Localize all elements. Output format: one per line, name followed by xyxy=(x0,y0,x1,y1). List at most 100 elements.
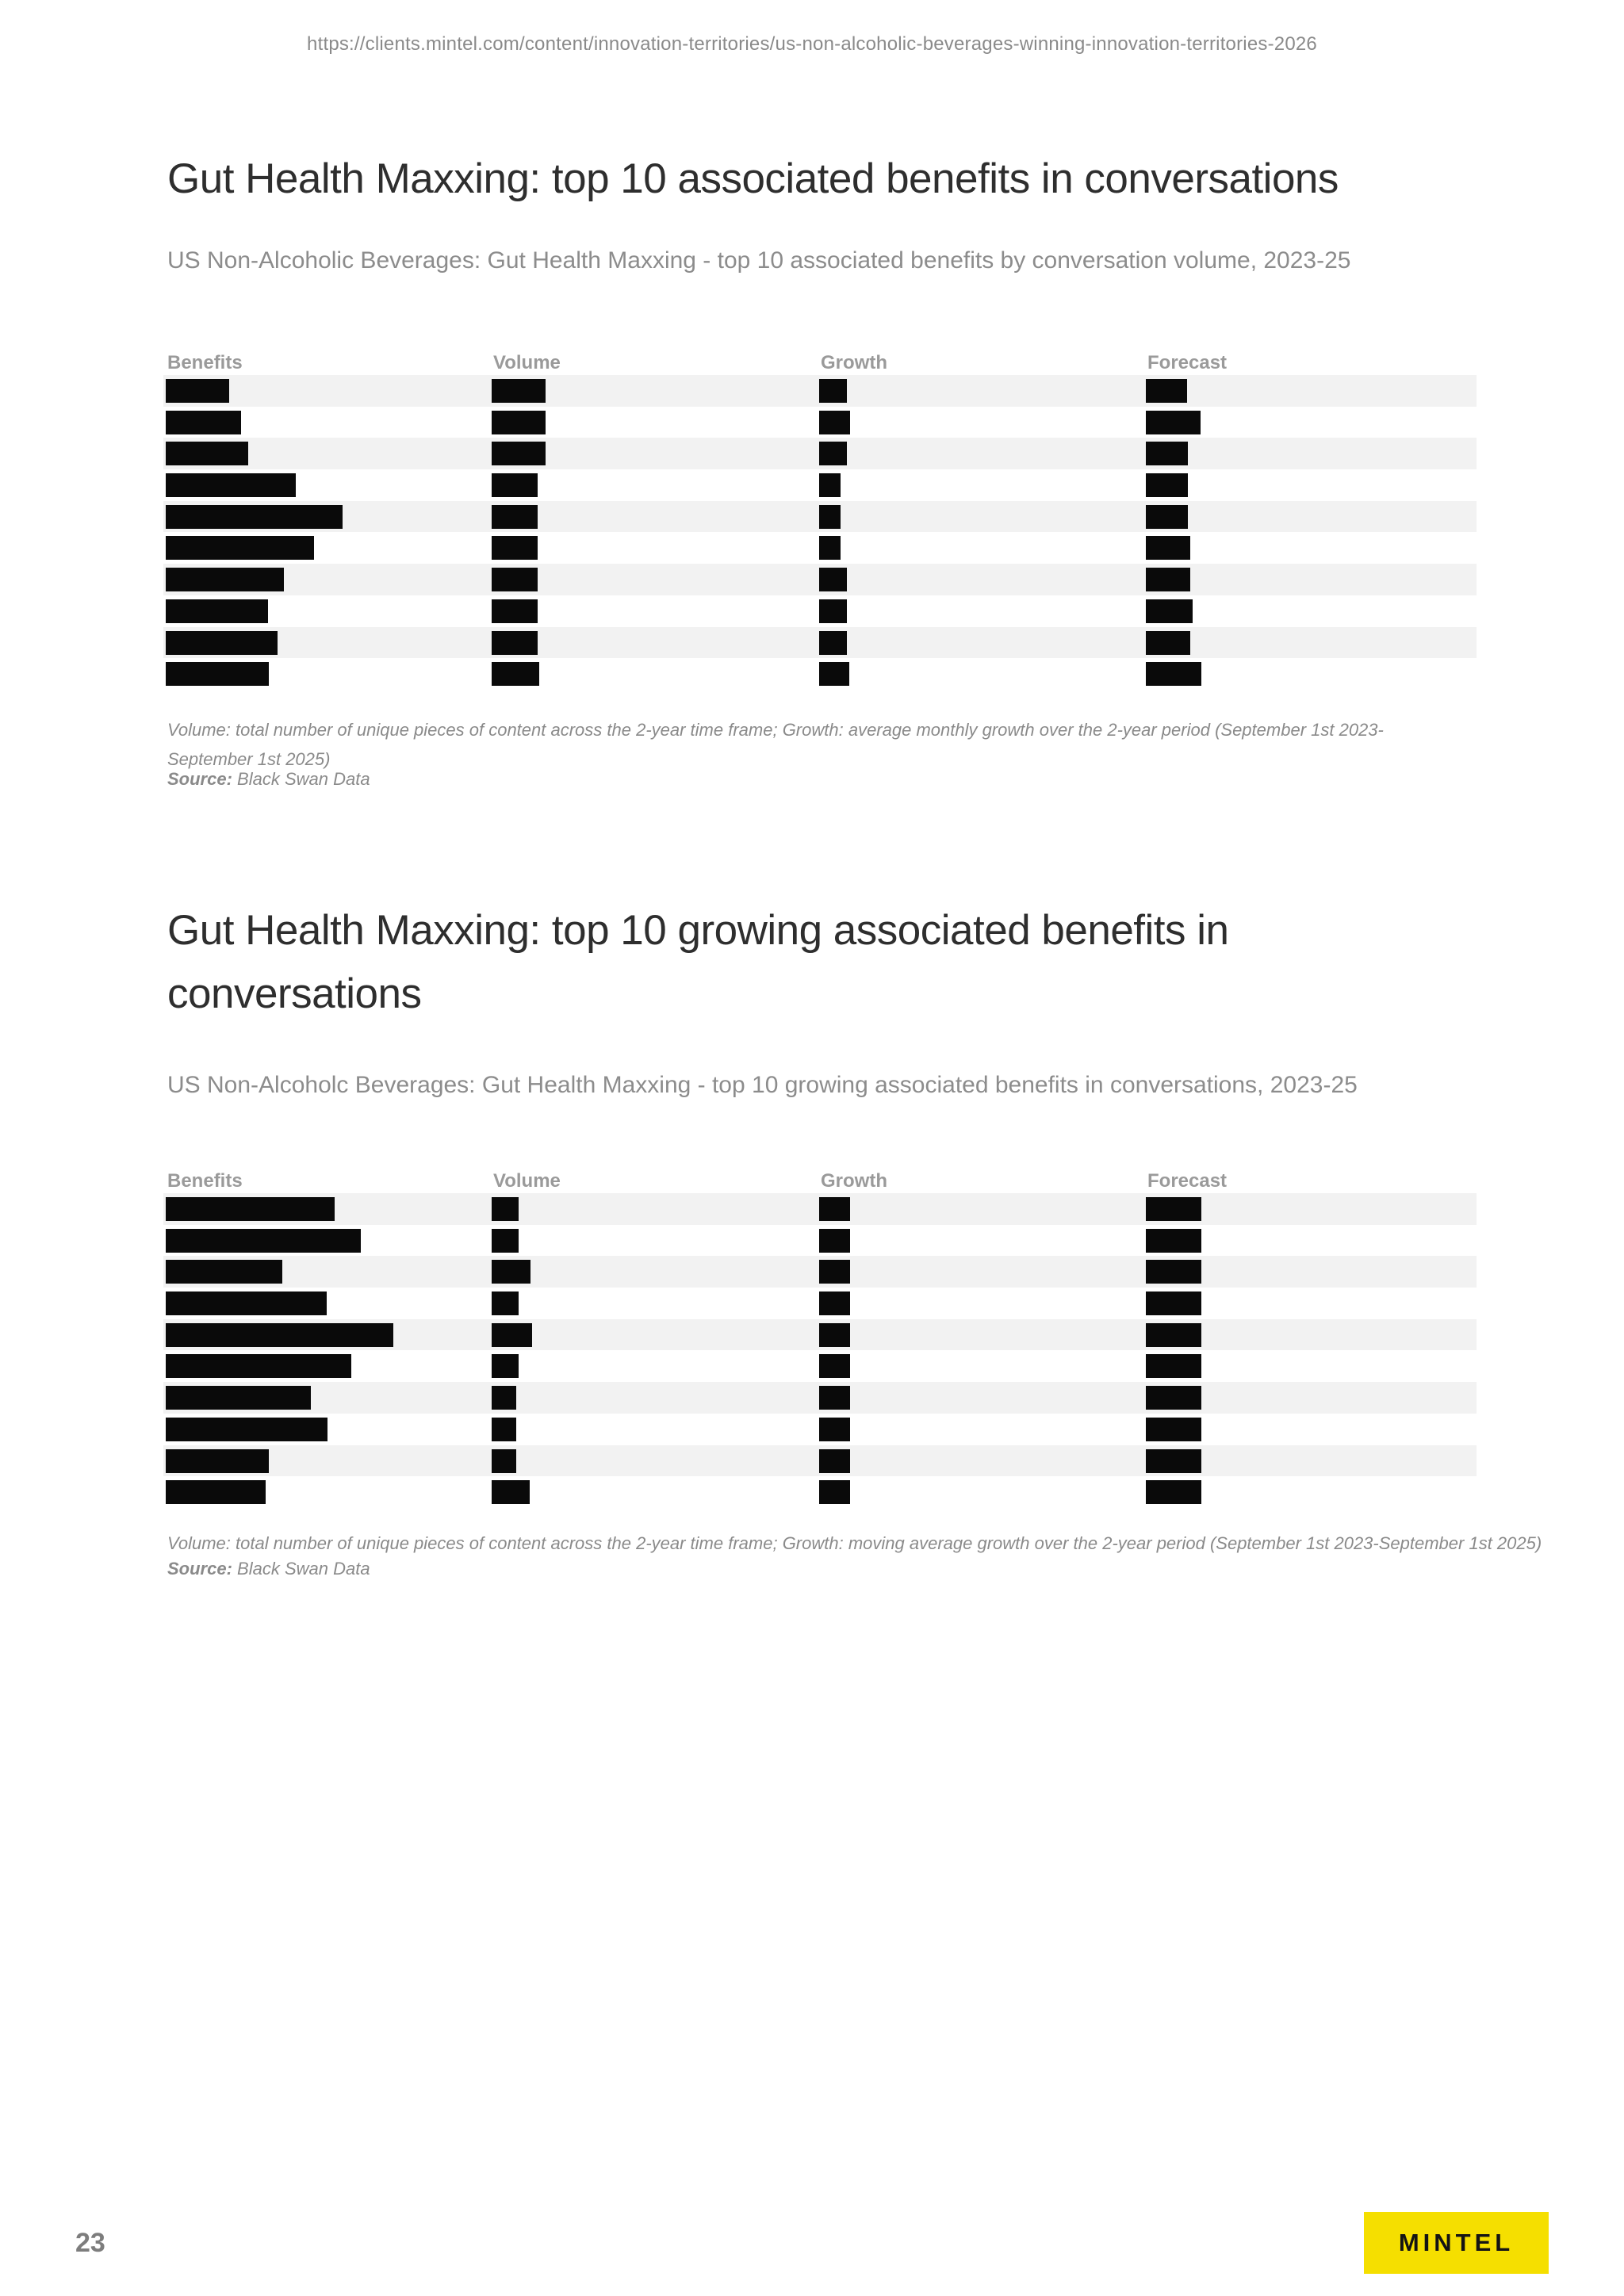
column-header-benefits: Benefits xyxy=(167,1170,243,1192)
table-row xyxy=(163,1225,1477,1257)
table-header-row: Benefits Volume Growth Forecast xyxy=(163,1170,1477,1193)
growing-benefits-table: Benefits Volume Growth Forecast xyxy=(163,1170,1477,1508)
redacted-volume-value-bar xyxy=(492,410,546,434)
source-label: Source: xyxy=(167,1559,232,1578)
redacted-volume-value-bar xyxy=(492,536,538,561)
redacted-forecast-value-bar xyxy=(1146,379,1187,403)
redacted-volume-value-bar xyxy=(492,568,538,592)
redacted-growth-value-bar xyxy=(819,410,850,434)
redacted-benefits-value-bar xyxy=(166,1480,266,1505)
redacted-growth-value-bar xyxy=(819,1354,850,1379)
redacted-forecast-value-bar xyxy=(1146,1197,1201,1221)
redacted-growth-value-bar xyxy=(819,504,841,529)
table-row xyxy=(163,1382,1477,1414)
redacted-growth-value-bar xyxy=(819,1260,850,1284)
redacted-benefits-value-bar xyxy=(166,1354,351,1379)
redacted-forecast-value-bar xyxy=(1146,473,1188,498)
redacted-benefits-value-bar xyxy=(166,1386,311,1410)
redacted-volume-value-bar xyxy=(492,1386,516,1410)
redacted-benefits-value-bar xyxy=(166,1292,327,1316)
redacted-benefits-value-bar xyxy=(166,1417,327,1441)
redacted-volume-value-bar xyxy=(492,1260,530,1284)
redacted-forecast-value-bar xyxy=(1146,410,1201,434)
mintel-logo-text: MINTEL xyxy=(1398,2229,1515,2256)
redacted-growth-value-bar xyxy=(819,630,847,655)
redacted-forecast-value-bar xyxy=(1146,1386,1201,1410)
redacted-volume-value-bar xyxy=(492,599,538,623)
redacted-volume-value-bar xyxy=(492,1197,519,1221)
column-header-growth: Growth xyxy=(821,1170,887,1192)
redacted-volume-value-bar xyxy=(492,1292,519,1316)
redacted-volume-value-bar xyxy=(492,1228,519,1253)
redacted-benefits-value-bar xyxy=(166,1260,282,1284)
column-header-growth: Growth xyxy=(821,352,887,373)
redacted-volume-value-bar xyxy=(492,1417,516,1441)
redacted-growth-value-bar xyxy=(819,1480,850,1505)
table-row xyxy=(163,407,1477,438)
redacted-growth-value-bar xyxy=(819,568,847,592)
redacted-forecast-value-bar xyxy=(1146,1322,1201,1347)
redacted-benefits-value-bar xyxy=(166,379,229,403)
redacted-growth-value-bar xyxy=(819,536,841,561)
redacted-volume-value-bar xyxy=(492,630,538,655)
redacted-benefits-value-bar xyxy=(166,473,296,498)
redacted-benefits-value-bar xyxy=(166,504,343,529)
redacted-forecast-value-bar xyxy=(1146,1417,1201,1441)
redacted-forecast-value-bar xyxy=(1146,662,1201,687)
table-row xyxy=(163,1256,1477,1288)
redacted-growth-value-bar xyxy=(819,599,847,623)
mintel-logo: MINTEL xyxy=(1364,2212,1549,2274)
redacted-forecast-value-bar xyxy=(1146,1260,1201,1284)
column-header-volume: Volume xyxy=(493,1170,561,1192)
table-row xyxy=(163,564,1477,595)
redacted-volume-value-bar xyxy=(492,662,539,687)
section-1-subtitle: US Non-Alcoholic Beverages: Gut Health M… xyxy=(167,247,1351,274)
section-1-source: Source: Black Swan Data xyxy=(167,769,370,790)
page-number: 23 xyxy=(75,2228,105,2258)
table-row xyxy=(163,1350,1477,1382)
redacted-growth-value-bar xyxy=(819,662,849,687)
redacted-growth-value-bar xyxy=(819,1448,850,1473)
table-row xyxy=(163,658,1477,690)
section-2-source: Source: Black Swan Data xyxy=(167,1559,370,1579)
redacted-volume-value-bar xyxy=(492,1480,530,1505)
table-row xyxy=(163,1476,1477,1508)
redacted-growth-value-bar xyxy=(819,442,847,466)
redacted-benefits-value-bar xyxy=(166,410,241,434)
redacted-volume-value-bar xyxy=(492,504,538,529)
redacted-forecast-value-bar xyxy=(1146,1448,1201,1473)
redacted-forecast-value-bar xyxy=(1146,1228,1201,1253)
table-row xyxy=(163,1414,1477,1445)
redacted-benefits-value-bar xyxy=(166,1448,269,1473)
table-row xyxy=(163,375,1477,407)
redacted-forecast-value-bar xyxy=(1146,630,1190,655)
table-header-row: Benefits Volume Growth Forecast xyxy=(163,352,1477,375)
table-row xyxy=(163,626,1477,659)
redacted-benefits-value-bar xyxy=(166,1228,361,1253)
source-value: Black Swan Data xyxy=(232,769,370,789)
redacted-benefits-value-bar xyxy=(166,662,269,687)
redacted-forecast-value-bar xyxy=(1146,599,1193,623)
source-label: Source: xyxy=(167,769,232,789)
column-header-benefits: Benefits xyxy=(167,352,243,373)
redacted-forecast-value-bar xyxy=(1146,504,1188,529)
column-header-volume: Volume xyxy=(493,352,561,373)
section-2-title: Gut Health Maxxing: top 10 growing assoc… xyxy=(167,906,1229,1017)
redacted-benefits-value-bar xyxy=(166,1197,335,1221)
table-row xyxy=(163,438,1477,470)
redacted-growth-value-bar xyxy=(819,1292,850,1316)
redacted-forecast-value-bar xyxy=(1146,1292,1201,1316)
section-2-footnote: Volume: total number of unique pieces of… xyxy=(167,1533,1542,1553)
section-2-subtitle: US Non-Alcoholc Beverages: Gut Health Ma… xyxy=(167,1072,1358,1098)
table-row xyxy=(163,532,1477,564)
table-row xyxy=(163,1318,1477,1351)
table-row xyxy=(163,1288,1477,1319)
redacted-growth-value-bar xyxy=(819,1386,850,1410)
redacted-benefits-value-bar xyxy=(166,568,284,592)
table-row xyxy=(163,595,1477,627)
table-row xyxy=(163,1445,1477,1477)
redacted-growth-value-bar xyxy=(819,1417,850,1441)
section-1-title: Gut Health Maxxing: top 10 associated be… xyxy=(167,155,1339,202)
redacted-forecast-value-bar xyxy=(1146,442,1188,466)
